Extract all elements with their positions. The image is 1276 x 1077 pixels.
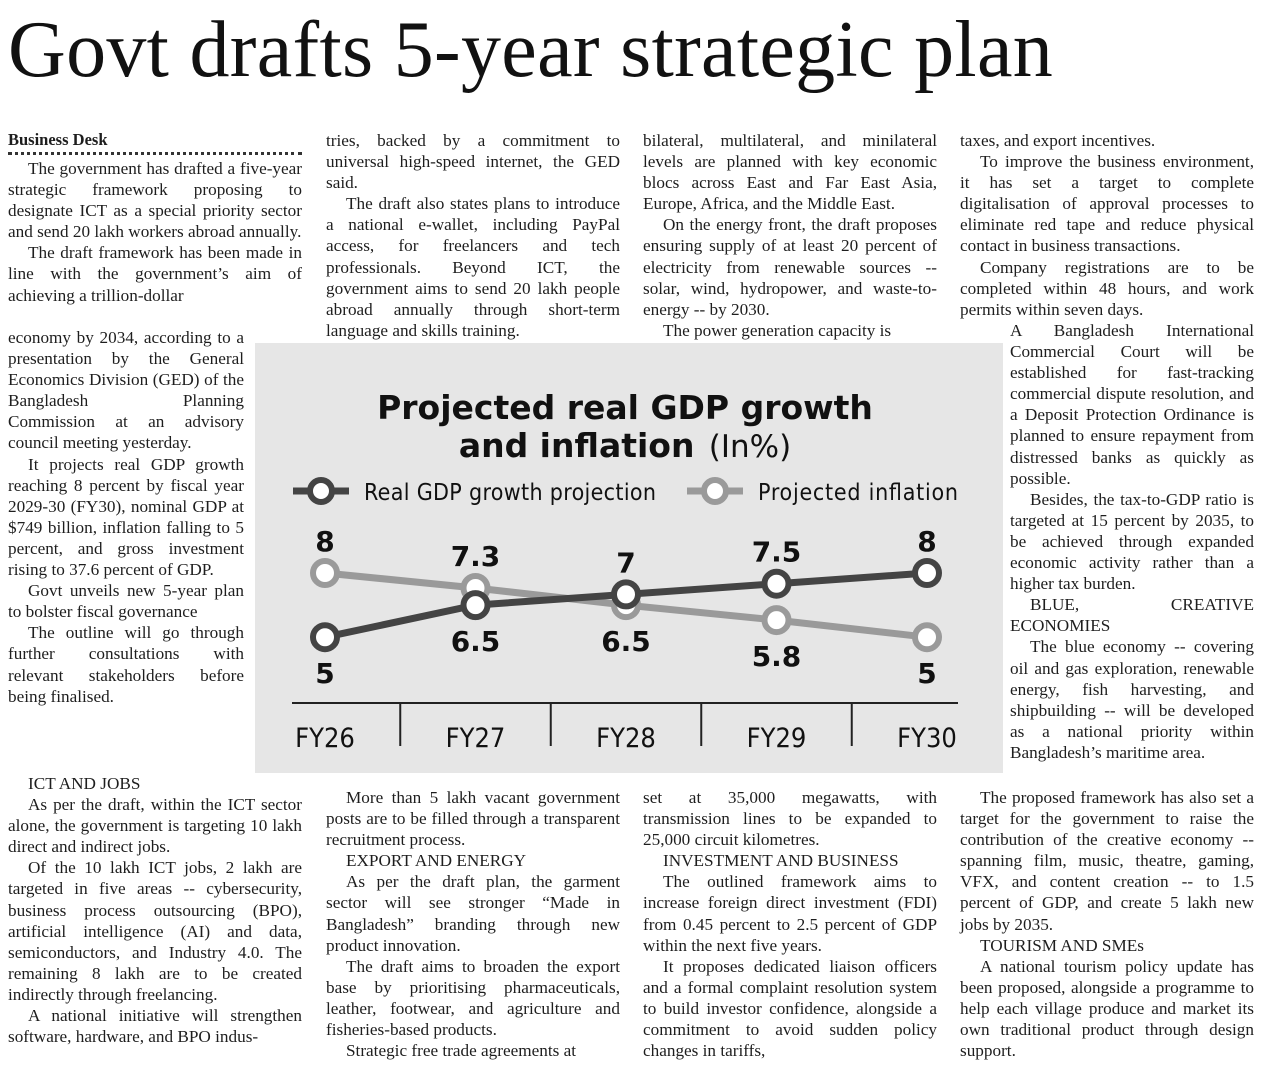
paragraph: It projects real GDP growth reaching 8 p… (8, 454, 244, 580)
legend-marker (701, 477, 729, 505)
paragraph: On the energy front, the draft proposes … (643, 215, 937, 319)
paragraph: Of the 10 lakh ICT jobs, 2 lakh are targ… (8, 858, 302, 1004)
data-label: 5.8 (752, 640, 802, 673)
data-point (611, 579, 641, 610)
paragraph: The power generation capacity is (663, 320, 892, 340)
column-2b: More than 5 lakh vacant government posts… (326, 787, 620, 1061)
legend-label: Real GDP growth projection (364, 480, 656, 506)
data-point (310, 622, 340, 653)
paragraph: economy by 2034, according to a presenta… (8, 328, 244, 453)
column-1b: economy by 2034, according to a presenta… (8, 327, 244, 707)
chart-title-line2-main: and inflation (459, 426, 695, 465)
x-tick-label: FY29 (747, 723, 807, 754)
paragraph: The blue economy -- covering oil and gas… (1010, 637, 1254, 762)
column-4c: The proposed framework has also set a ta… (960, 787, 1254, 1061)
paragraph: Company registrations are to be complete… (960, 257, 1254, 319)
chart-title-line2: and inflation (In%) (459, 426, 791, 465)
paragraph: The draft aims to broaden the export bas… (326, 956, 620, 1040)
paragraph: bilateral, multilateral, and minilateral… (643, 131, 937, 214)
paragraph: Govt unveils new 5-year plan to bolster … (8, 581, 244, 622)
chart-legend: Real GDP growth projection Projected infl… (293, 477, 958, 506)
data-point (761, 605, 792, 636)
paragraph: The draft framework has been made in lin… (8, 243, 302, 305)
column-3b: set at 35,000 megawatts, with transmissi… (643, 787, 937, 1061)
paragraph: set at 35,000 megawatts, with transmissi… (643, 788, 937, 850)
paragraph: The government has drafted a five-year s… (8, 159, 302, 242)
column-1c: ICT AND JOBS As per the draft, within the… (8, 773, 302, 1047)
column-4a: taxes, and export incentives. To improve … (960, 130, 1254, 320)
data-point (761, 568, 792, 599)
x-tick-label: FY28 (596, 723, 656, 754)
section-subhead: EXPORT AND ENERGY (346, 851, 527, 871)
section-subhead: INVESTMENT AND BUSINESS (663, 851, 899, 871)
data-point (912, 558, 942, 588)
paragraph: A national initiative will strengthen so… (8, 1006, 302, 1047)
paragraph: The outline will go through further cons… (8, 623, 244, 706)
data-label: 7 (616, 546, 635, 579)
x-tick-label: FY30 (897, 723, 957, 754)
data-point (460, 590, 491, 621)
legend-marker (307, 477, 335, 505)
section-subhead: ICT AND JOBS (28, 774, 141, 793)
column-1a: The government has drafted a five-year s… (8, 158, 302, 306)
data-label: 6.5 (451, 625, 501, 658)
paragraph: Besides, the tax-to-GDP ratio is targete… (1010, 489, 1254, 594)
x-tick-label: FY27 (446, 723, 506, 754)
data-label: 8 (917, 525, 936, 558)
paragraph: To improve the business environment, it … (960, 152, 1254, 256)
paragraph: tries, backed by a commitment to univers… (326, 131, 620, 193)
data-label: 7.5 (752, 536, 802, 569)
gdp-inflation-chart: Projected real GDP growth and inflation … (255, 343, 1003, 773)
paragraph: A Bangladesh International Commercial Co… (1010, 321, 1254, 488)
paragraph: taxes, and export incentives. (960, 131, 1156, 150)
data-label: 6.5 (601, 625, 651, 658)
data-point (912, 622, 942, 653)
paragraph: Strategic free trade agreements at (346, 1041, 576, 1061)
column-3a: bilateral, multilateral, and minilateral… (643, 130, 937, 341)
chart-title-line1: Projected real GDP growth (377, 388, 873, 427)
chart-svg: Projected real GDP growth and inflation … (292, 388, 958, 754)
data-label: 5 (315, 657, 334, 690)
data-label: 8 (315, 525, 334, 558)
chart-plot: 8 7.3 6.5 5.8 5 5 6.5 7 7.5 8 (310, 525, 942, 690)
paragraph: BLUE, CREATIVE ECONOMIES (1010, 595, 1254, 636)
chart-x-axis: FY26 FY27 FY28 FY29 FY30 (292, 702, 958, 754)
headline: Govt drafts 5-year strategic plan (8, 6, 1054, 94)
paragraph: More than 5 lakh vacant government posts… (326, 788, 620, 850)
column-4b: A Bangladesh International Commercial Co… (1010, 320, 1254, 763)
data-label: 7.3 (451, 540, 501, 573)
column-2a: tries, backed by a commitment to univers… (326, 130, 620, 341)
paragraph: A national tourism policy update has bee… (960, 956, 1254, 1061)
data-point (310, 558, 340, 588)
chart-title-unit: (In%) (709, 429, 791, 465)
legend-label: Projected inflation (758, 480, 958, 506)
paragraph: The outlined framework aims to increase … (643, 872, 937, 955)
data-label: 5 (917, 657, 936, 690)
x-tick-label: FY26 (295, 723, 355, 754)
paragraph: As per the draft plan, the garment secto… (326, 872, 620, 955)
paragraph: The draft also states plans to introduce… (326, 194, 620, 340)
paragraph: The proposed framework has also set a ta… (960, 788, 1254, 934)
section-subhead: TOURISM AND SMEs (980, 935, 1144, 955)
paragraph: As per the draft, within the ICT sector … (8, 795, 302, 857)
byline: Business Desk (8, 130, 302, 155)
paragraph: It proposes dedicated liaison officers a… (643, 956, 937, 1061)
